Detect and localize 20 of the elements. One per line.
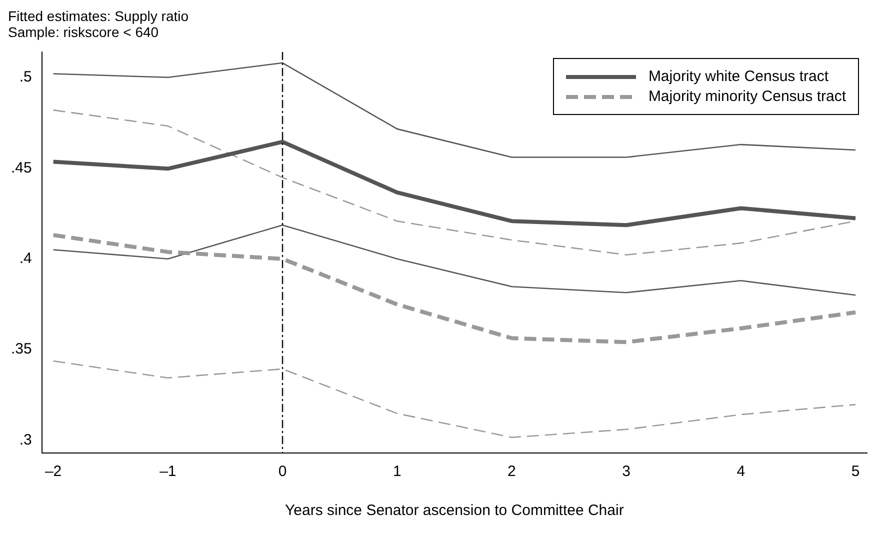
y-tick-label: .3 xyxy=(19,431,32,448)
line-series xyxy=(51,233,858,344)
x-axis-title: Years since Senator ascension to Committee Chair xyxy=(285,502,624,520)
chart-title: Fitted estimates: Supply ratio xyxy=(8,8,190,24)
legend-label: Majority white Census tract xyxy=(648,68,828,85)
x-tick-label: –2 xyxy=(44,463,62,480)
x-tick-label: 1 xyxy=(392,463,402,480)
x-tick-label: –1 xyxy=(160,463,176,480)
line-series xyxy=(52,360,856,438)
y-tick-label: .5 xyxy=(19,68,32,86)
y-tick-label: .35 xyxy=(10,340,32,358)
legend-label: Majority minority Census tract xyxy=(648,88,846,105)
y-tick-label: .45 xyxy=(10,159,32,176)
x-tick-label: 3 xyxy=(622,463,631,480)
x-tick-label: 2 xyxy=(508,463,516,480)
x-tick-label: 0 xyxy=(278,463,287,480)
chart-subtitle: Sample: riskscore < 640 xyxy=(8,24,160,40)
y-tick-label: .4 xyxy=(19,250,32,267)
x-tick-label: 5 xyxy=(851,463,860,480)
x-tick-label: 4 xyxy=(736,463,746,480)
